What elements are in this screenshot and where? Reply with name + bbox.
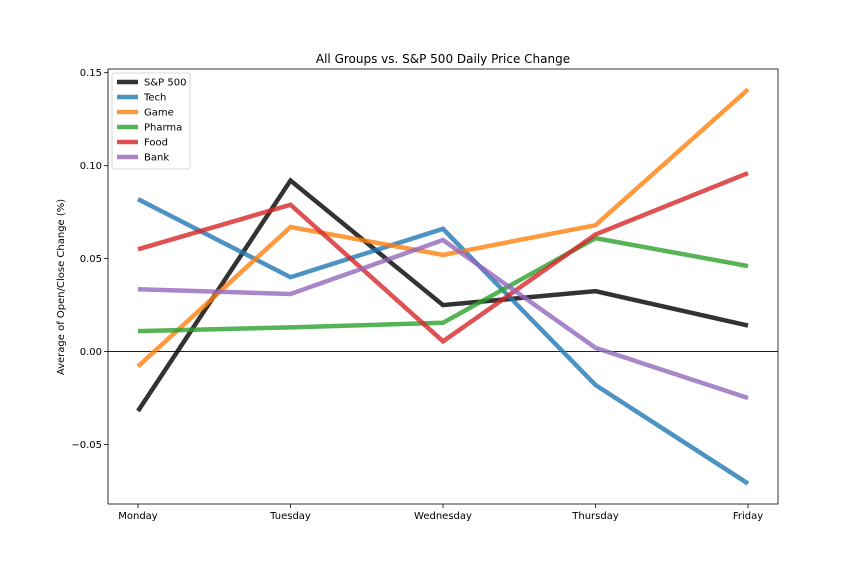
y-tick-label: 0.15 — [80, 68, 102, 79]
x-tick-label: Wednesday — [414, 511, 472, 522]
x-tick-label: Thursday — [571, 511, 619, 522]
legend-label: Bank — [144, 153, 169, 164]
y-axis-label: Average of Open/Close Change (%) — [56, 199, 67, 375]
legend: S&P 500 Tech Game Pharma Food Bank — [111, 72, 191, 170]
series-line-5 — [137, 237, 749, 401]
legend-label: Pharma — [144, 123, 182, 134]
series-line-3 — [137, 235, 749, 334]
chart-title: All Groups vs. S&P 500 Daily Price Chang… — [316, 52, 570, 66]
y-axis-ticks: −0.05 0.00 0.05 0.10 0.15 — [71, 68, 108, 451]
plot-area-frame — [107, 68, 779, 505]
legend-label: Game — [144, 108, 174, 119]
legend-label: S&P 500 — [144, 78, 186, 89]
x-tick-label: Tuesday — [269, 511, 311, 522]
legend-label: Tech — [143, 93, 166, 104]
x-tick-label: Monday — [118, 511, 158, 522]
series-line-0 — [136, 177, 749, 413]
y-tick-label: 0.10 — [80, 161, 102, 172]
x-tick-label: Friday — [733, 511, 763, 522]
legend-label: Food — [144, 138, 168, 149]
series-line-4 — [137, 171, 749, 345]
y-tick-label: 0.05 — [80, 254, 102, 265]
series-line-1 — [136, 197, 750, 486]
y-tick-label: 0.00 — [80, 347, 102, 358]
y-tick-label: −0.05 — [71, 440, 102, 451]
series-lines — [136, 87, 750, 486]
x-axis-ticks: Monday Tuesday Wednesday Thursday Friday — [118, 504, 763, 522]
series-line-2 — [136, 87, 750, 369]
